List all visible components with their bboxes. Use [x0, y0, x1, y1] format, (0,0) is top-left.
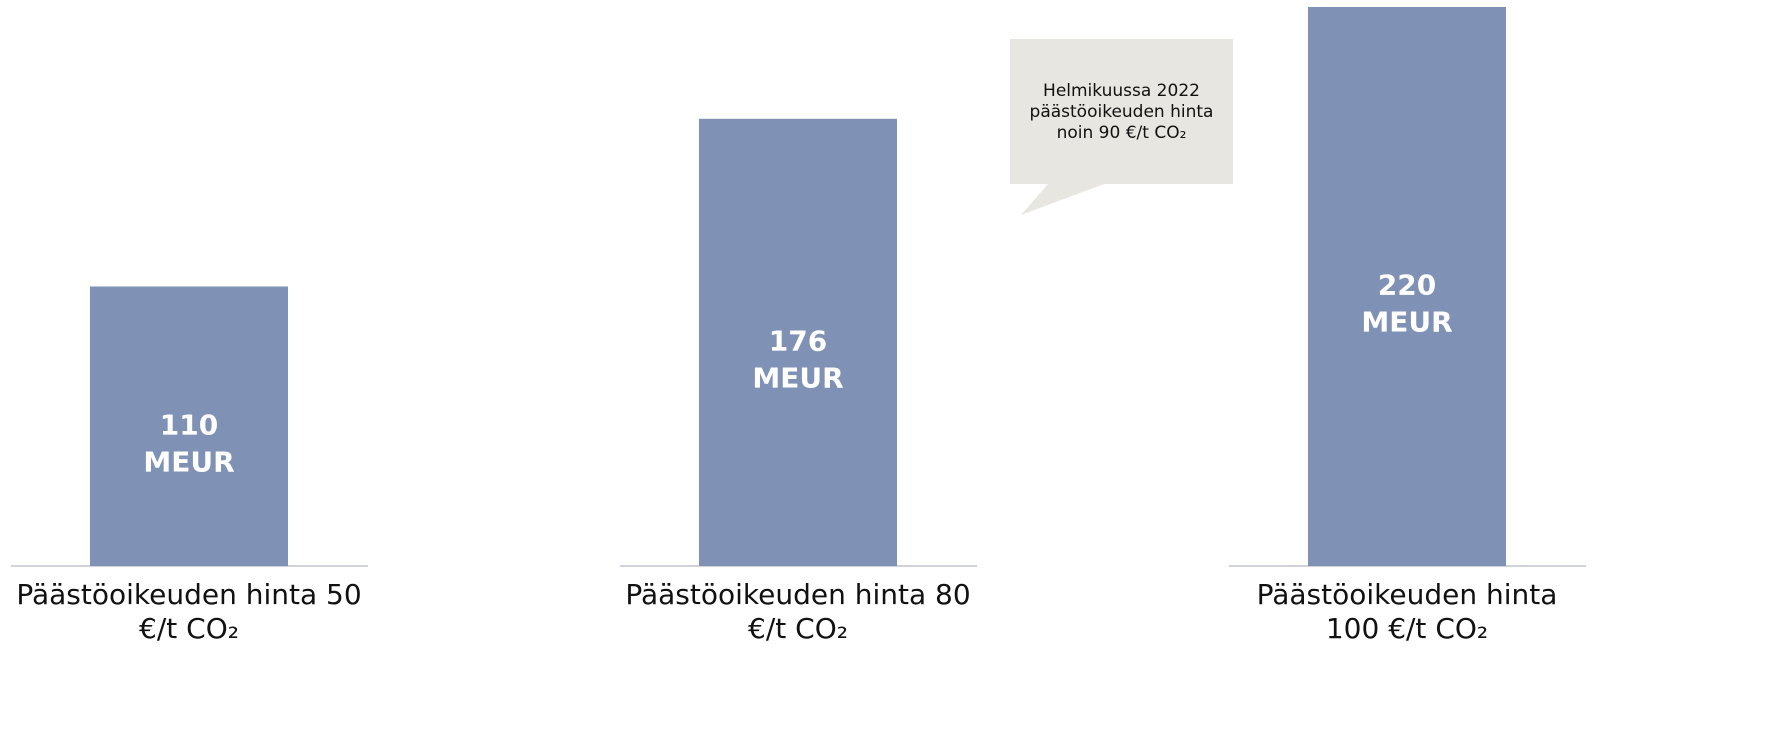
value-label-line: 176 [769, 324, 827, 357]
bar [699, 118, 897, 567]
value-label-line: MEUR [752, 361, 843, 394]
annotation-box [1010, 39, 1233, 215]
category-label: Päästöoikeuden hinta 80 €/t CO₂ [625, 578, 971, 645]
value-label-line: MEUR [1361, 306, 1452, 339]
value-label-line: 110 [160, 408, 218, 441]
bar [1308, 7, 1506, 566]
value-label: 176 MEUR [752, 324, 843, 394]
value-label-line: 220 [1378, 269, 1436, 302]
category-label: Päästöoikeuden hinta 100 €/t CO₂ [1256, 578, 1558, 645]
value-label: 220 MEUR [1361, 269, 1452, 339]
bar [90, 286, 288, 566]
annotation: Helmikuussa 2022 päästöoikeuden hinta no… [1029, 81, 1214, 143]
value-label-line: MEUR [143, 445, 234, 478]
category-label: Päästöoikeuden hinta 50 €/t CO₂ [16, 578, 362, 645]
value-label: 110 MEUR [143, 408, 234, 478]
